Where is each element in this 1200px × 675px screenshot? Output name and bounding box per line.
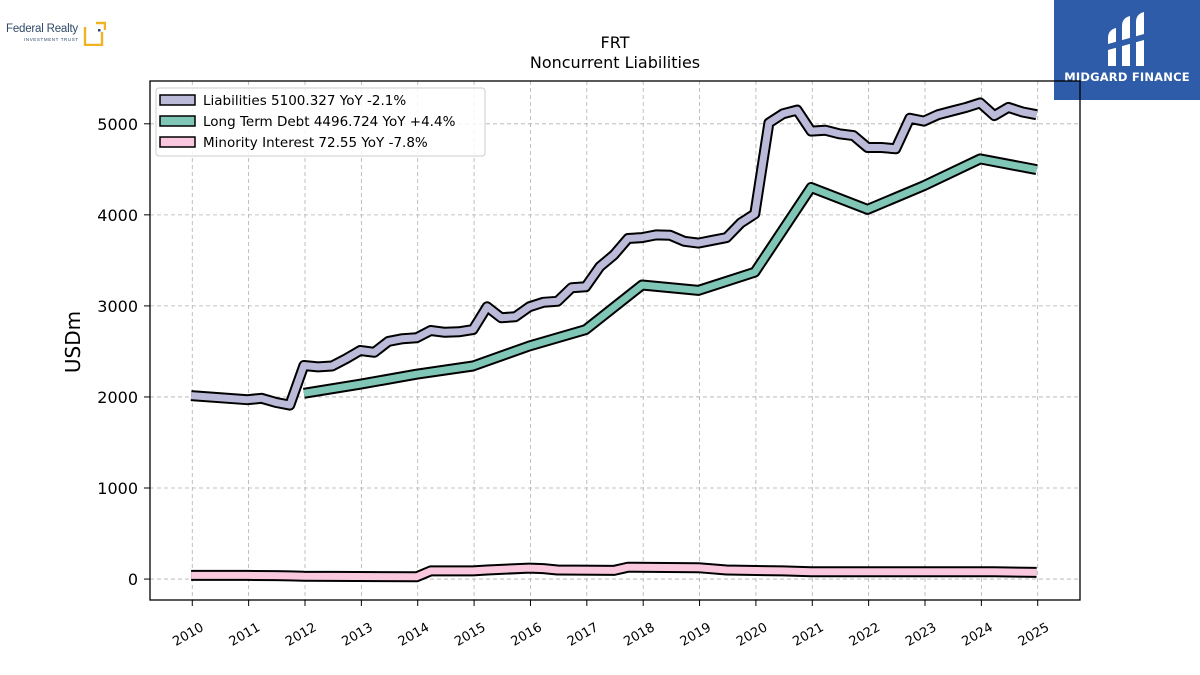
series-outline-long-term-debt: [303, 153, 1038, 399]
x-tick-label: 2022: [847, 620, 883, 650]
series-line-liabilities: [190, 99, 1038, 409]
legend-swatch-liabilities: [159, 94, 196, 106]
x-tick-label: 2013: [340, 620, 376, 650]
chart-title: FRT: [601, 33, 630, 52]
x-tick-label: 2018: [621, 620, 657, 650]
x-tick-label: 2019: [678, 620, 714, 650]
x-axis: 2010 2011 2012 2013 2014 2015 2016 2017 2018 2019…: [170, 600, 1052, 650]
x-tick-label: 2014: [396, 620, 432, 650]
y-axis: 0 1000 2000 3000 4000 5000: [97, 115, 150, 589]
x-tick-label: 2024: [960, 620, 996, 650]
x-tick-label: 2025: [1016, 620, 1052, 650]
legend: Liabilities 5100.327 YoY -2.1% Long Term …: [155, 87, 486, 157]
brand-badge: MIDGARD FINANCE: [1054, 0, 1200, 100]
x-tick-label: 2020: [734, 620, 770, 650]
legend-label-minority-interest: Minority Interest 72.55 YoY -7.8%: [203, 135, 428, 151]
y-tick-label: 4000: [97, 206, 138, 225]
x-tick-label: 2011: [227, 620, 263, 650]
company-subtitle: INVESTMENT TRUST: [24, 37, 79, 42]
plot-frame: [149, 80, 1081, 601]
x-tick-label: 2021: [790, 620, 826, 650]
y-tick-label: 0: [128, 570, 138, 589]
company-mark-icon: [83, 21, 106, 46]
brand-name: MIDGARD FINANCE: [1064, 70, 1190, 84]
y-tick-label: 5000: [97, 115, 138, 134]
y-axis-label: USDm: [61, 311, 85, 373]
y-tick-label: 3000: [97, 297, 138, 316]
series-line-minority-interest: [191, 563, 1037, 581]
company-name: Federal Realty: [6, 23, 78, 35]
grid: [150, 81, 1080, 600]
x-tick-label: 2023: [903, 620, 939, 650]
x-tick-label: 2010: [170, 620, 206, 650]
company-logo: Federal Realty INVESTMENT TRUST: [4, 16, 116, 52]
y-tick-label: 1000: [97, 479, 138, 498]
legend-box: [155, 87, 486, 157]
legend-label-long-term-debt: Long Term Debt 4496.724 YoY +4.4%: [203, 114, 456, 130]
brand-logo-icon: [1108, 12, 1144, 66]
series-layer: [190, 97, 1038, 583]
legend-label-liabilities: Liabilities 5100.327 YoY -2.1%: [203, 93, 406, 109]
series-line-long-term-debt: [303, 155, 1038, 397]
x-tick-label: 2017: [565, 620, 601, 650]
legend-swatch-minority-interest: [159, 136, 196, 148]
x-tick-label: 2015: [452, 620, 488, 650]
legend-swatch-long-term-debt: [159, 115, 196, 127]
x-tick-label: 2016: [509, 620, 545, 650]
x-tick-label: 2012: [283, 620, 319, 650]
chart-subtitle: Noncurrent Liabilities: [530, 53, 700, 72]
y-tick-label: 2000: [97, 388, 138, 407]
